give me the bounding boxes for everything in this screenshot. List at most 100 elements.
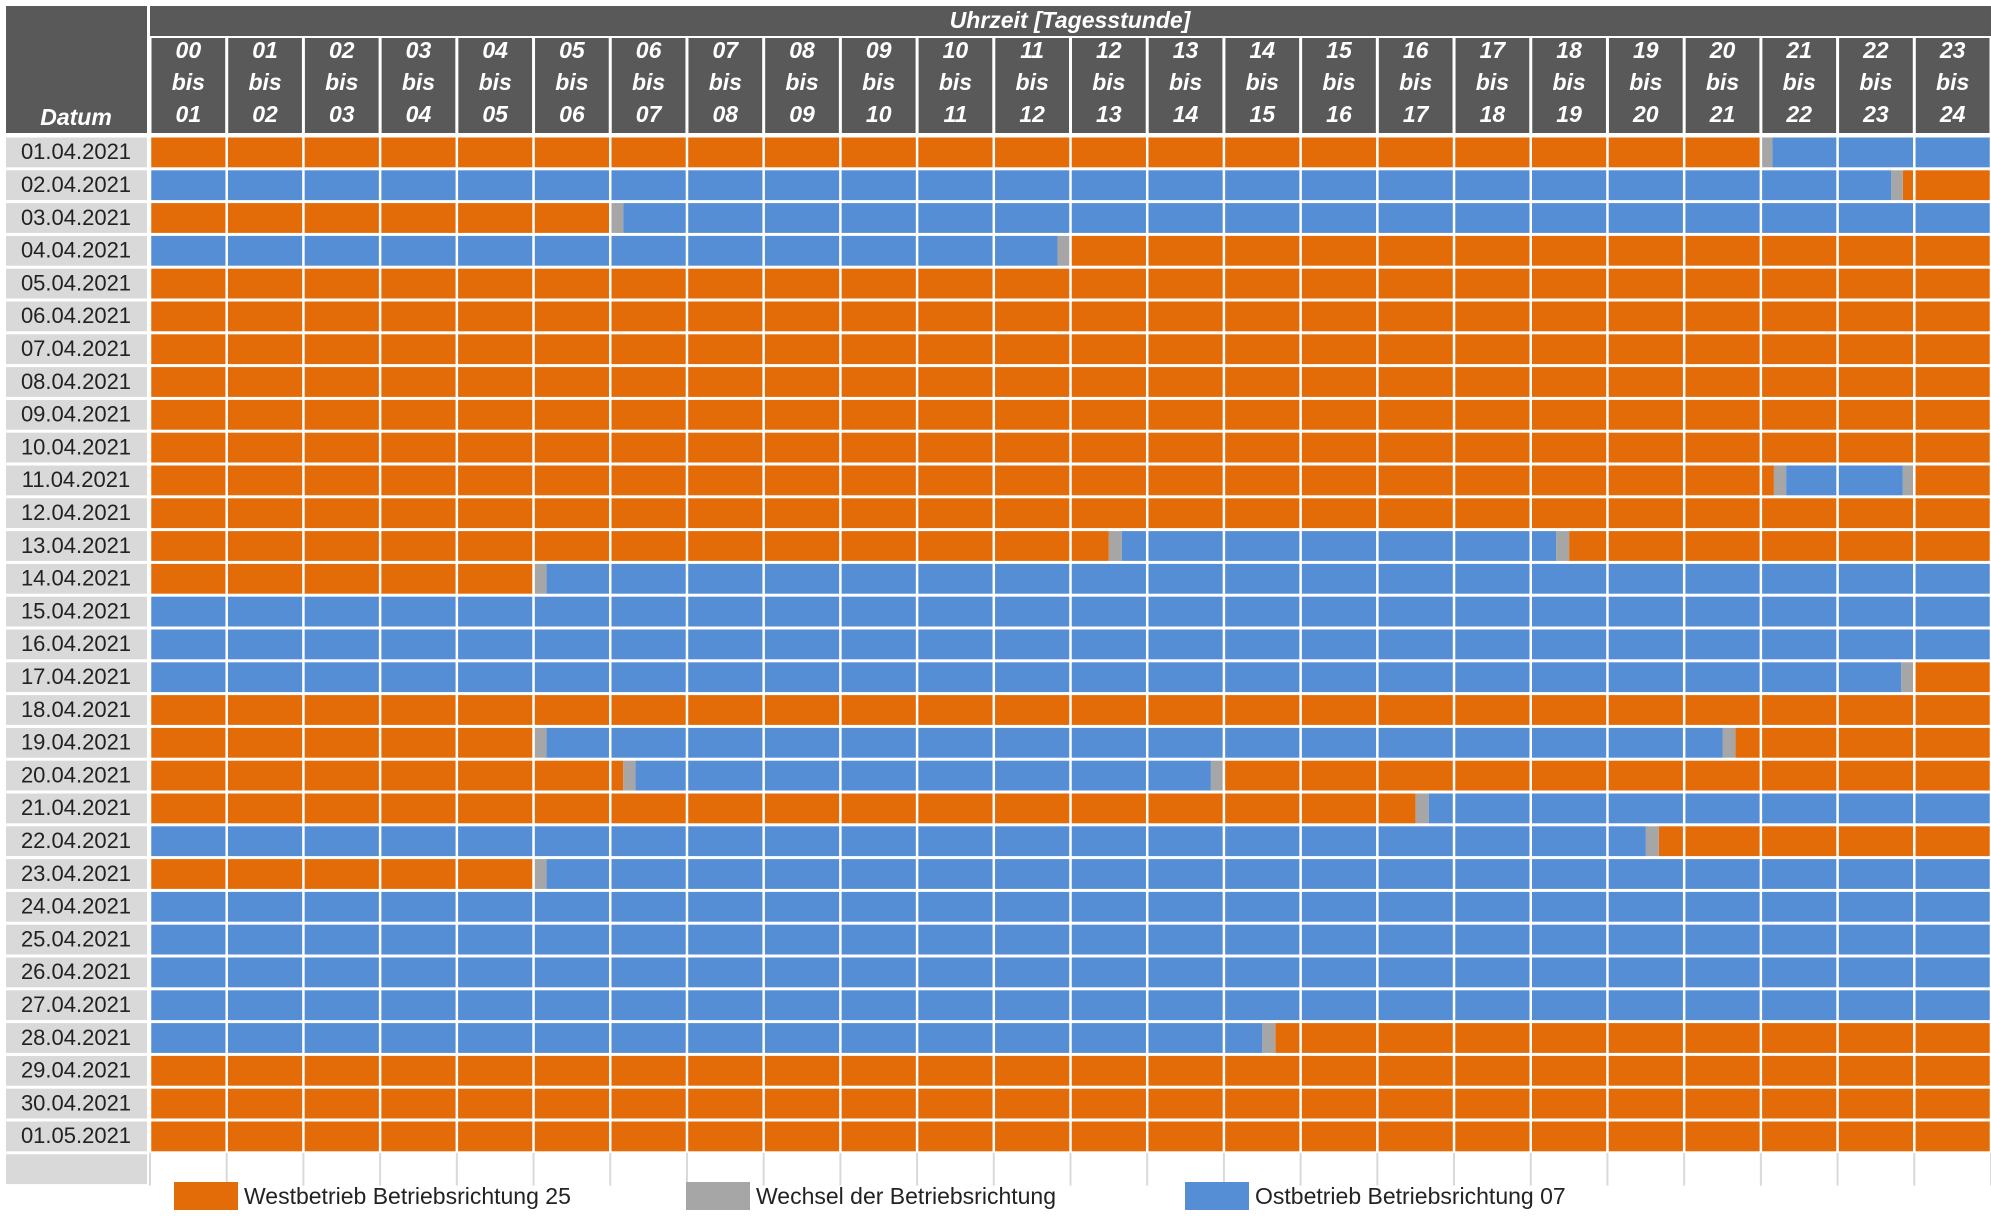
y-tick-label: 28.04.2021 [21, 1025, 131, 1050]
hour-label: 06 [559, 101, 585, 127]
legend-swatch [174, 1182, 238, 1210]
hour-label: 04 [482, 37, 508, 63]
y-tick-label: 07.04.2021 [21, 336, 131, 361]
hour-label: 06 [636, 37, 662, 63]
segment [150, 826, 1646, 856]
hour-label: bis [1322, 69, 1355, 95]
hour-label: 01 [252, 37, 278, 63]
hour-label: 23 [1862, 101, 1889, 127]
y-tick-label: 23.04.2021 [21, 861, 131, 886]
segment [1109, 531, 1122, 561]
segment [1211, 761, 1224, 791]
hour-label: 18 [1556, 37, 1582, 63]
y-tick-label: 27.04.2021 [21, 992, 131, 1017]
hour-label: bis [1783, 69, 1816, 95]
y-tick-label: 14.04.2021 [21, 566, 131, 591]
segment [1659, 826, 1991, 856]
row-header: Datum [40, 104, 112, 130]
y-tick-label: 19.04.2021 [21, 730, 131, 755]
hour-label: 23 [1939, 37, 1966, 63]
segment [1646, 826, 1659, 856]
y-tick-label: 11.04.2021 [22, 467, 130, 492]
segment [1901, 662, 1914, 692]
y-tick-label: 24.04.2021 [21, 894, 131, 919]
y-tick-label: 09.04.2021 [21, 402, 131, 427]
hour-label: 08 [713, 101, 739, 127]
hour-label: bis [1092, 69, 1125, 95]
y-tick-label: 06.04.2021 [21, 303, 131, 328]
y-tick-label: 04.04.2021 [21, 238, 131, 263]
y-tick-label: 01.05.2021 [21, 1123, 131, 1148]
segment [150, 1023, 1262, 1053]
legend-label: Westbetrieb Betriebsrichtung 25 [244, 1183, 571, 1209]
hour-label: 20 [1709, 37, 1736, 63]
hour-label: 20 [1632, 101, 1659, 127]
segment [1774, 466, 1786, 496]
segment [547, 728, 1723, 758]
hour-label: 14 [1249, 37, 1275, 63]
segment [1122, 531, 1556, 561]
segment [150, 761, 623, 791]
segment [1786, 466, 1903, 496]
hour-label: 11 [943, 101, 967, 127]
segment [1761, 138, 1773, 168]
segment [1416, 794, 1429, 824]
hour-label: bis [709, 69, 742, 95]
segment [150, 859, 534, 889]
segment [1891, 170, 1903, 200]
y-tick-label: 16.04.2021 [21, 631, 131, 656]
hour-label: 05 [559, 37, 586, 63]
hour-label: bis [1552, 69, 1585, 95]
hour-label: bis [1936, 69, 1969, 95]
hour-label: bis [479, 69, 512, 95]
hour-label: bis [1476, 69, 1509, 95]
legend-swatch [1185, 1182, 1249, 1210]
segment [150, 138, 1761, 168]
y-tick-label: 13.04.2021 [21, 533, 131, 558]
hour-label: 17 [1480, 37, 1507, 63]
hour-label: bis [785, 69, 818, 95]
y-tick-label: 15.04.2021 [21, 598, 131, 623]
segment [150, 236, 1057, 266]
y-tick-label: 08.04.2021 [21, 369, 131, 394]
hour-label: 07 [713, 37, 740, 63]
hour-label: bis [632, 69, 665, 95]
segment [1736, 728, 1991, 758]
y-tick-label: 01.04.2021 [21, 139, 131, 164]
hour-label: bis [1246, 69, 1279, 95]
segment [1723, 728, 1736, 758]
segment [1914, 466, 1991, 496]
hour-label: bis [1399, 69, 1432, 95]
hour-label: 13 [1173, 37, 1199, 63]
chart-title: Uhrzeit [Tagesstunde] [950, 7, 1192, 33]
y-tick-label: 30.04.2021 [21, 1090, 131, 1115]
segment [1914, 662, 1991, 692]
segment [534, 859, 547, 889]
hour-label: bis [248, 69, 281, 95]
y-tick-label: 18.04.2021 [21, 697, 131, 722]
hour-label: 10 [943, 37, 969, 63]
hour-label: bis [862, 69, 895, 95]
y-tick-label: 21.04.2021 [21, 795, 131, 820]
hour-label: bis [1629, 69, 1662, 95]
y-tick-label: 22.04.2021 [21, 828, 131, 853]
hour-label: 10 [866, 101, 892, 127]
segment [1262, 1023, 1275, 1053]
hour-label: 18 [1480, 101, 1506, 127]
hour-label: 19 [1633, 37, 1659, 63]
hour-label: 12 [1019, 101, 1045, 127]
hour-label: 15 [1326, 37, 1353, 63]
y-tick-label: 03.04.2021 [21, 205, 131, 230]
segment [1429, 794, 1991, 824]
hour-label: 09 [789, 101, 815, 127]
hour-label: 00 [176, 37, 202, 63]
hour-label: 02 [252, 101, 278, 127]
legend-swatch [686, 1182, 750, 1210]
y-tick-label: 05.04.2021 [21, 270, 131, 295]
hour-label: 12 [1096, 37, 1122, 63]
hour-label: 19 [1556, 101, 1582, 127]
hour-label: bis [172, 69, 205, 95]
hour-label: 02 [329, 37, 355, 63]
segment [1772, 138, 1991, 168]
hour-label: 01 [176, 101, 202, 127]
